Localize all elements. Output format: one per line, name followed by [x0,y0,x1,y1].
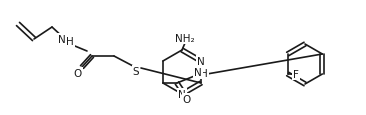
Text: H: H [200,68,208,78]
Text: NH₂: NH₂ [175,34,195,44]
Text: O: O [74,68,82,78]
Text: O: O [183,94,191,104]
Text: H: H [66,37,74,47]
Text: S: S [133,66,139,76]
Text: N: N [194,67,202,77]
Text: N: N [58,35,66,45]
Text: N: N [197,56,205,66]
Text: F: F [293,69,299,79]
Text: N: N [178,89,186,99]
